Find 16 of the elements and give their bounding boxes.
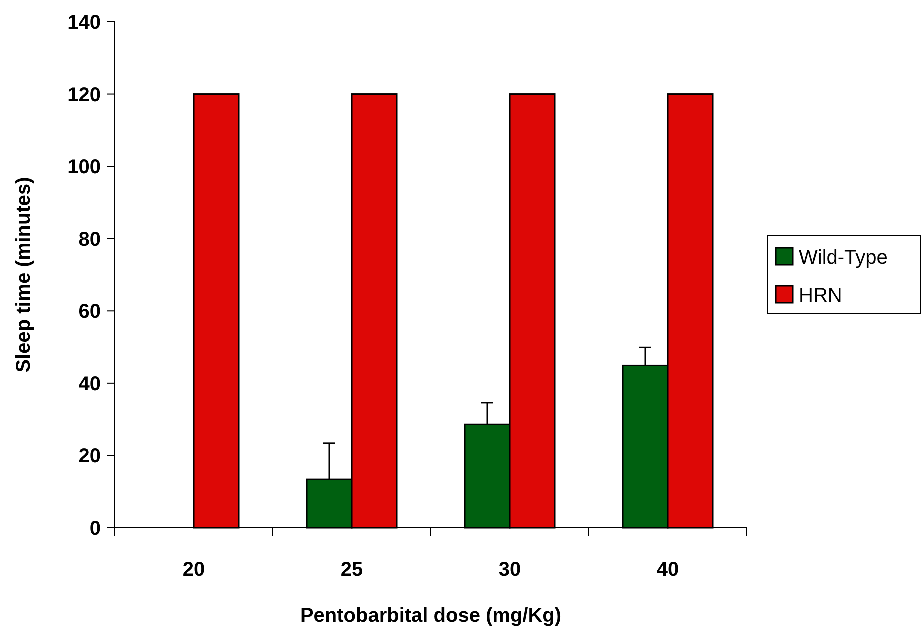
y-tick-label: 0 — [90, 518, 101, 540]
y-tick-label: 120 — [68, 84, 101, 106]
y-axis-title: Sleep time (minutes) — [13, 177, 35, 373]
x-tick-label: 40 — [656, 559, 680, 581]
x-tick-label: 30 — [498, 559, 522, 581]
y-tick-label: 100 — [68, 156, 101, 179]
y-tick-label: 80 — [78, 228, 101, 251]
x-axis-title: Pentobarbital dose (mg/Kg) — [300, 605, 562, 627]
legend-label: HRN — [799, 285, 842, 307]
x-tick-label: 20 — [182, 559, 206, 581]
y-tick-label: 60 — [78, 301, 101, 324]
x-tick-label: 25 — [340, 559, 364, 581]
y-tick-label: 40 — [78, 373, 101, 396]
legend-label: Wild-Type — [799, 247, 888, 269]
y-tick-label: 140 — [68, 12, 101, 34]
y-tick-label: 20 — [78, 446, 101, 468]
